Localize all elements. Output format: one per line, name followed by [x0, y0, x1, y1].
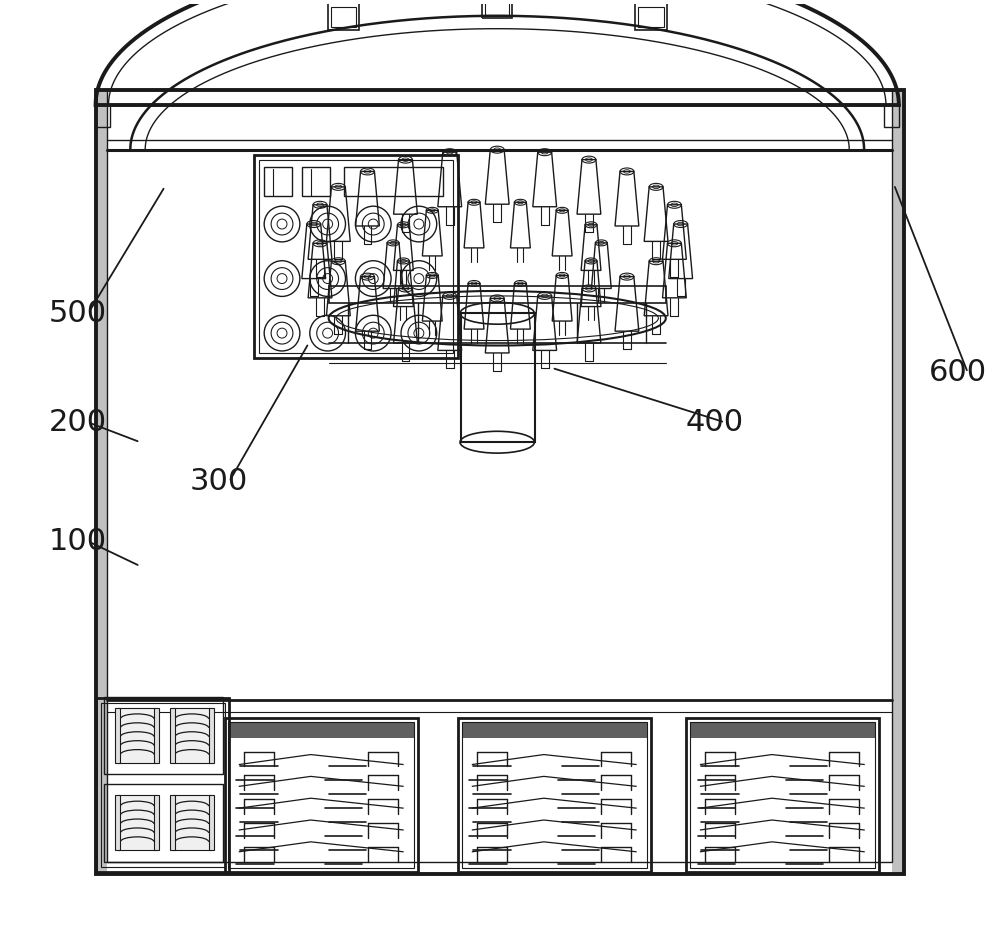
Bar [170, 795, 175, 850]
Bar [462, 722, 647, 868]
Bar [461, 313, 535, 442]
Text: 200: 200 [49, 408, 107, 437]
Bar [107, 90, 892, 862]
Bar [329, 285, 666, 304]
Bar [96, 90, 904, 873]
Text: 500: 500 [49, 299, 107, 328]
Bar [154, 795, 159, 850]
Bar [228, 722, 414, 738]
Bar [259, 159, 453, 353]
Bar [225, 718, 418, 871]
Bar [331, 7, 356, 27]
Bar [458, 718, 651, 871]
Bar [638, 7, 664, 27]
Bar [884, 105, 899, 127]
Bar [96, 698, 229, 871]
Bar [254, 155, 458, 358]
Bar [892, 90, 904, 873]
Text: 600: 600 [929, 358, 987, 388]
Bar [104, 785, 223, 862]
Bar [228, 722, 414, 868]
Bar [690, 722, 875, 738]
Bar [209, 708, 214, 762]
Bar [173, 795, 211, 850]
Bar [686, 718, 879, 871]
Bar [209, 795, 214, 850]
Bar [96, 105, 110, 127]
Bar [118, 795, 156, 850]
Bar [462, 722, 647, 738]
Bar [485, 0, 509, 15]
Bar [96, 90, 107, 873]
Bar [264, 167, 292, 197]
Text: 100: 100 [49, 527, 107, 555]
Text: 300: 300 [190, 467, 248, 497]
Bar [482, 0, 512, 18]
Bar [302, 167, 330, 197]
Bar [101, 703, 225, 867]
Bar [328, 2, 359, 30]
Bar [173, 708, 211, 762]
Bar [115, 795, 120, 850]
Bar [118, 708, 156, 762]
Bar [635, 2, 667, 30]
Bar [154, 708, 159, 762]
Text: 400: 400 [686, 408, 744, 437]
Bar [344, 167, 443, 197]
Bar [115, 708, 120, 762]
Bar [690, 722, 875, 868]
Bar [104, 697, 223, 774]
Bar [170, 708, 175, 762]
